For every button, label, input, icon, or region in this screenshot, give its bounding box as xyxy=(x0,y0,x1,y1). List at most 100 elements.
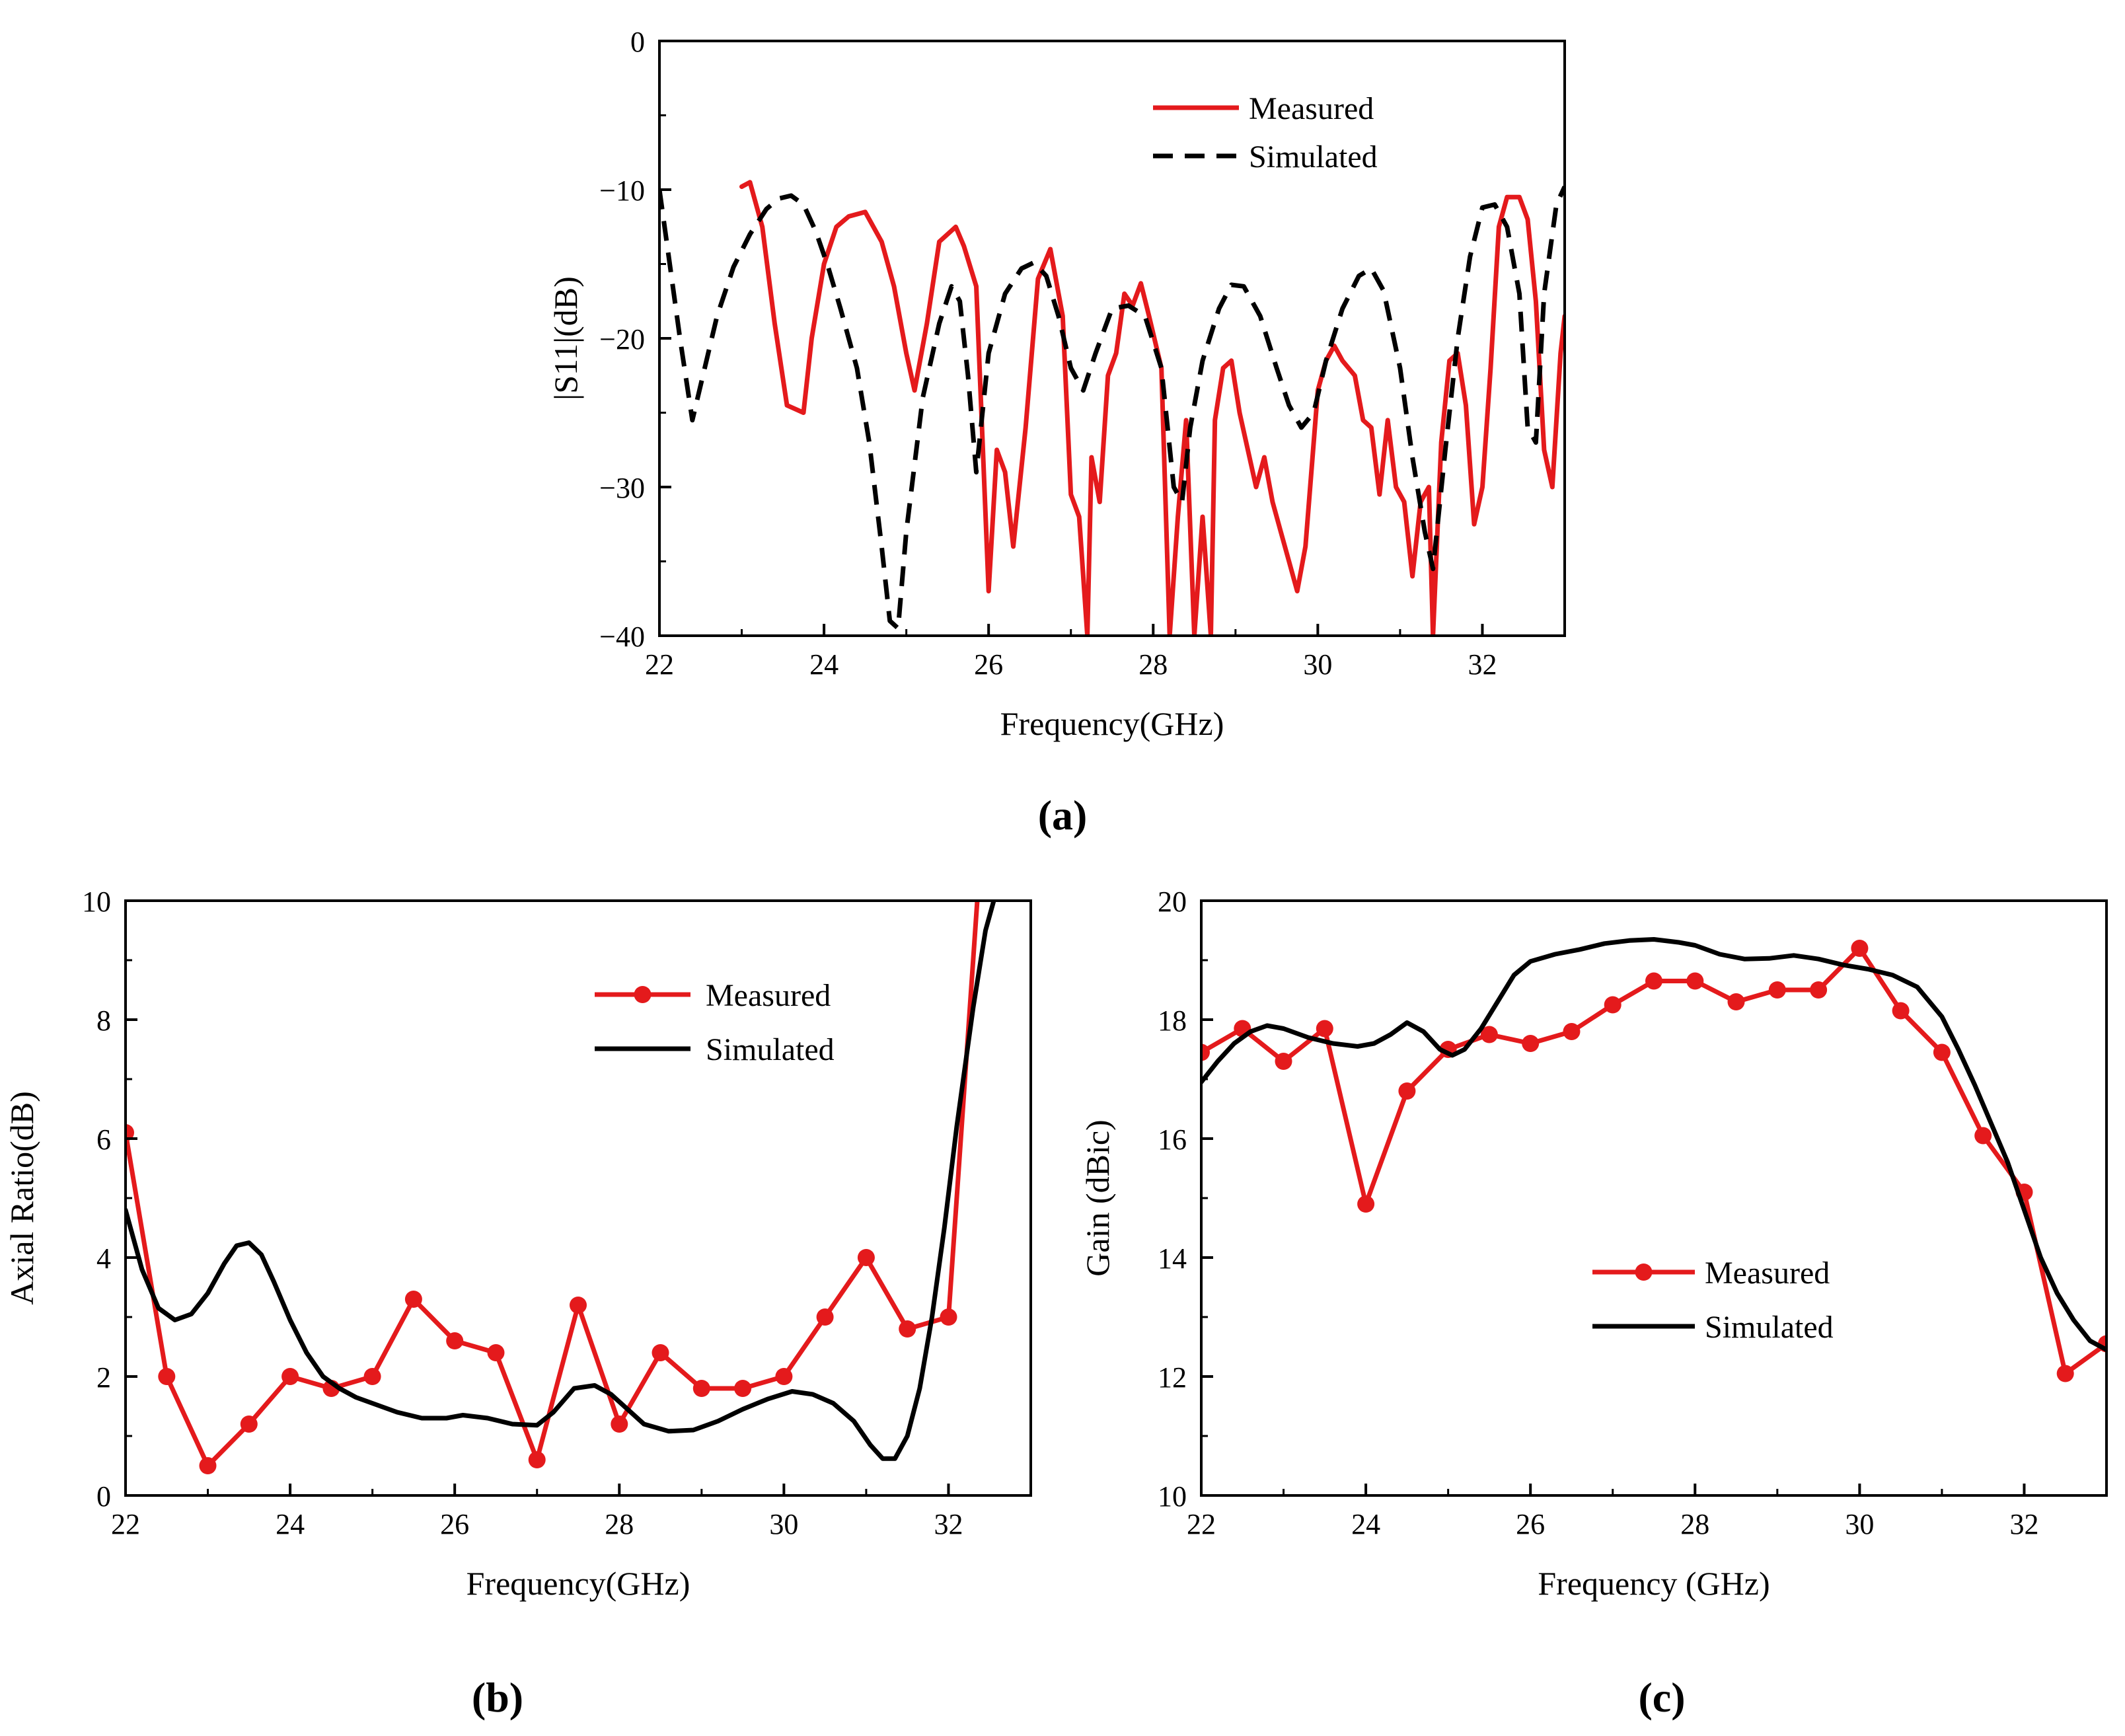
panel-c-series-measured-point xyxy=(1201,1043,1210,1061)
panel-b-x-axis-title: Frequency(GHz) xyxy=(466,1565,690,1602)
panel-b-series-simulated-line xyxy=(126,901,996,1461)
panel-c-legend-measured-marker xyxy=(1635,1264,1653,1281)
panel-c-series-simulated-line xyxy=(1201,937,2106,1352)
panel-b-y-tick-label: 2 xyxy=(96,1361,111,1394)
panel-a-legend-measured-label: Measured xyxy=(1249,91,1374,126)
panel-c-plot-area xyxy=(1201,937,2106,1382)
panel-b-series-measured-point xyxy=(487,1344,505,1361)
panel-a-series-measured-line xyxy=(739,180,1565,636)
panel-a-y-tick-label: −20 xyxy=(599,323,645,356)
panel-c-y-tick-label: 20 xyxy=(1158,886,1187,918)
panel-a-x-tick-label: 24 xyxy=(809,648,839,681)
panel-c-series-measured-point xyxy=(1810,981,1828,999)
panel-b-series-measured-point xyxy=(899,1320,916,1338)
panel-b-legend: Measured Simulated xyxy=(595,978,835,1067)
panel-a: 22 24 26 28 30 32 −40 −30 −20 −10 0 Frequency(GHz) |… xyxy=(547,26,1566,839)
panel-c-series-measured-line xyxy=(1201,946,2106,1376)
panel-c-series-measured-point xyxy=(1768,981,1786,999)
panel-b-series-measured-point xyxy=(816,1308,834,1326)
panel-c-x-tick-label: 28 xyxy=(1680,1508,1709,1540)
panel-b-series-measured-point xyxy=(158,1368,176,1385)
panel-b-series-measured-point xyxy=(692,1380,710,1397)
panel-b-x-tick-label: 24 xyxy=(276,1508,305,1540)
panel-b-series-measured-point xyxy=(857,1249,875,1266)
panel-b-label: (b) xyxy=(472,1674,523,1721)
panel-b-series-measured-point xyxy=(940,1308,957,1326)
panel-a-series-simulated-line xyxy=(659,186,1565,631)
panel-c-label: (c) xyxy=(1638,1674,1685,1721)
panel-b-y-tick-label: 4 xyxy=(96,1242,111,1275)
panel-c-series-measured-point xyxy=(1480,1026,1498,1043)
panel-a-x-axis-title: Frequency(GHz) xyxy=(1000,705,1224,742)
panel-c-series-measured-point xyxy=(1398,1082,1416,1100)
panel-c-series-measured-point xyxy=(1851,940,1869,957)
panel-b-x-tick-label: 30 xyxy=(769,1508,798,1540)
panel-b-series-measured-point xyxy=(570,1297,587,1314)
panel-b-legend-measured-label: Measured xyxy=(706,978,831,1013)
panel-c-x-tick-label: 30 xyxy=(1845,1508,1874,1540)
panel-b-x-tick-label: 22 xyxy=(111,1508,140,1540)
panel-a-x-tick-label: 32 xyxy=(1468,648,1497,681)
panel-b-legend-simulated-label: Simulated xyxy=(706,1032,835,1067)
panel-b-series-measured-line xyxy=(126,901,980,1468)
panel-c-legend-simulated-label: Simulated xyxy=(1705,1310,1834,1345)
panel-a-x-tick-label: 26 xyxy=(974,648,1003,681)
panel-a-legend: Measured Simulated xyxy=(1153,91,1378,174)
panel-b-series-measured-point xyxy=(240,1415,258,1433)
panel-a-label: (a) xyxy=(1038,792,1088,839)
panel-b-series-measured-point xyxy=(363,1368,381,1385)
panel-c-series-measured-point xyxy=(1686,972,1704,990)
panel-c-series-measured-point xyxy=(1357,1195,1375,1213)
panel-c-series-measured-point xyxy=(1604,996,1622,1014)
panel-b-x-tick-label: 28 xyxy=(605,1508,634,1540)
panel-b-series-measured-point xyxy=(446,1332,464,1349)
panel-c-y-tick-label: 18 xyxy=(1158,1004,1187,1037)
panel-b-series-measured-point xyxy=(652,1344,669,1361)
panel-b-series-measured-point xyxy=(734,1380,752,1397)
panel-c-series-measured-point xyxy=(1892,1002,1910,1020)
panel-a-legend-simulated-label: Simulated xyxy=(1249,139,1378,174)
panel-b-y-tick-label: 10 xyxy=(82,886,111,918)
panel-b-series-measured-point xyxy=(281,1368,299,1385)
panel-c-y-tick-label: 16 xyxy=(1158,1123,1187,1156)
panel-b-series-measured-point xyxy=(404,1291,422,1308)
panel-c-series-measured-point xyxy=(1275,1053,1292,1070)
panel-c-y-tick-label: 12 xyxy=(1158,1361,1187,1394)
panel-a-y-tick-label: −10 xyxy=(599,174,645,207)
panel-b-series-measured-point xyxy=(528,1451,546,1468)
panel-c-legend-measured-label: Measured xyxy=(1705,1256,1830,1291)
panel-c-series-measured-point xyxy=(1933,1043,1951,1061)
panel-a-plot-area xyxy=(659,180,1565,636)
panel-c-series-measured-point xyxy=(2056,1365,2074,1382)
panel-c-series-measured-point xyxy=(1316,1020,1333,1038)
panel-b-y-tick-label: 8 xyxy=(96,1004,111,1037)
panel-b-series-measured-point xyxy=(775,1368,793,1385)
panel-c-x-tick-label: 26 xyxy=(1516,1508,1545,1540)
panel-a-x-tick-label: 28 xyxy=(1138,648,1168,681)
panel-c-axes-frame xyxy=(1200,899,2108,1497)
panel-a-y-axis-title: |S11|(dB) xyxy=(547,276,584,400)
panel-c-x-tick-label: 24 xyxy=(1351,1508,1380,1540)
panel-a-y-tick-label: 0 xyxy=(630,26,645,58)
panel-b-series-measured-point xyxy=(611,1415,628,1433)
panel-c-series-measured-point xyxy=(1727,993,1745,1010)
panel-b-series-measured-point xyxy=(126,1124,134,1141)
panel-b-plot-area xyxy=(126,901,996,1474)
panel-b-axes-frame xyxy=(124,899,1032,1497)
panel-c-y-tick-label: 10 xyxy=(1158,1480,1187,1513)
panel-c: 22 24 26 28 30 32 10 12 14 16 18 20 Frequency (GHz) G… xyxy=(1079,886,2108,1721)
panel-a-y-tick-label: −30 xyxy=(599,472,645,504)
panel-b-y-tick-label: 6 xyxy=(96,1123,111,1156)
panel-b-series-measured-point xyxy=(199,1457,217,1474)
panel-c-x-tick-label: 22 xyxy=(1187,1508,1216,1540)
panel-c-x-tick-label: 32 xyxy=(2009,1508,2038,1540)
panel-b-legend-measured-marker xyxy=(634,986,652,1003)
panel-b-y-axis-title: Axial Ratio(dB) xyxy=(3,1091,40,1305)
panel-c-series-measured-point xyxy=(1563,1023,1581,1040)
panel-c-series-measured-point xyxy=(1522,1035,1540,1052)
panel-b-x-tick-label: 26 xyxy=(440,1508,469,1540)
panel-c-x-axis-title: Frequency (GHz) xyxy=(1538,1565,1770,1602)
panel-a-x-tick-label: 30 xyxy=(1303,648,1332,681)
